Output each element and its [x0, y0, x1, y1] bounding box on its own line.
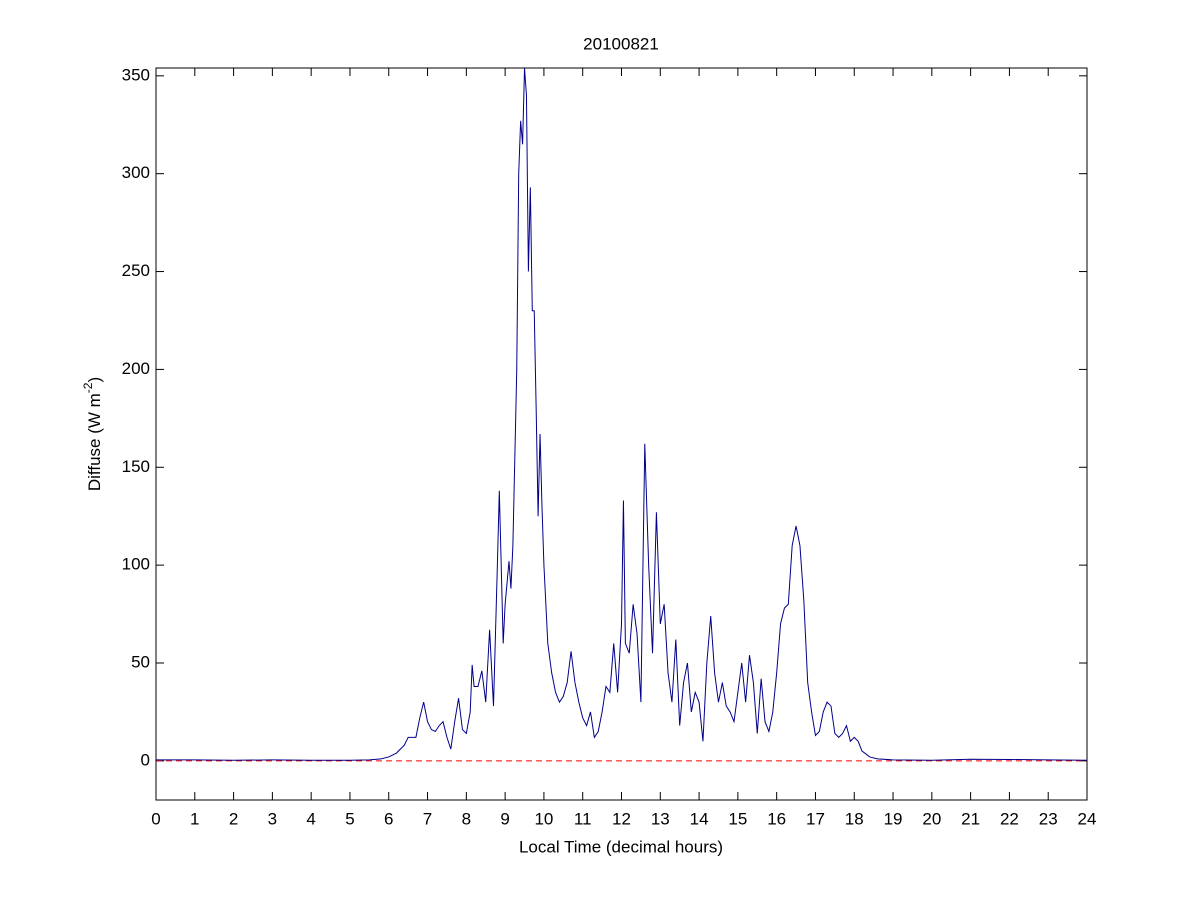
chart-title: 20100821	[583, 34, 659, 53]
y-axis-label-main: Diffuse (W m	[85, 393, 104, 491]
x-tick-label: 13	[651, 809, 670, 828]
y-tick-label: 0	[141, 750, 150, 769]
y-axis-label: Diffuse (W m-2)	[81, 377, 104, 491]
x-tick-label: 18	[845, 809, 864, 828]
x-tick-label: 17	[806, 809, 825, 828]
x-tick-label: 10	[534, 809, 553, 828]
x-tick-label: 6	[384, 809, 393, 828]
x-tick-label: 8	[462, 809, 471, 828]
x-tick-label: 7	[423, 809, 432, 828]
x-tick-label: 16	[767, 809, 786, 828]
x-tick-label: 0	[151, 809, 160, 828]
x-tick-label: 21	[961, 809, 980, 828]
x-tick-label: 14	[690, 809, 709, 828]
x-tick-label: 3	[268, 809, 277, 828]
data-line	[156, 67, 1088, 761]
x-tick-label: 15	[728, 809, 747, 828]
y-tick-label: 100	[122, 555, 150, 574]
x-tick-label: 5	[345, 809, 354, 828]
axes-box	[155, 67, 1088, 801]
x-axis-label: Local Time (decimal hours)	[519, 837, 723, 856]
x-tick-label: 11	[574, 809, 592, 828]
x-tick-label: 20	[922, 809, 941, 828]
x-tick-label: 19	[884, 809, 903, 828]
y-tick-label: 350	[122, 65, 150, 84]
y-tick-label: 150	[122, 457, 150, 476]
x-tick-label: 1	[190, 809, 199, 828]
y-tick-label: 200	[122, 359, 150, 378]
y-axis-label-end: )	[85, 377, 104, 383]
x-tick-label: 24	[1078, 809, 1097, 828]
x-tick-label: 23	[1039, 809, 1058, 828]
x-tick-label: 22	[1000, 809, 1019, 828]
x-tick-label: 9	[500, 809, 509, 828]
x-tick-label: 4	[306, 809, 315, 828]
x-tick-label: 12	[612, 809, 631, 828]
y-tick-label: 300	[122, 163, 150, 182]
x-tick-label: 2	[229, 809, 238, 828]
y-tick-label: 50	[131, 652, 150, 671]
y-axis-label-sup: -2	[81, 382, 95, 393]
plot-area	[156, 68, 1087, 800]
y-tick-label: 250	[122, 261, 150, 280]
